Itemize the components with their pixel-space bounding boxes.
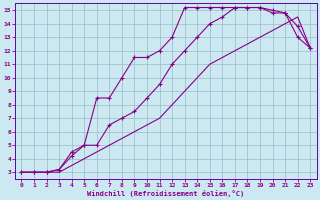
X-axis label: Windchill (Refroidissement éolien,°C): Windchill (Refroidissement éolien,°C) [87,190,244,197]
